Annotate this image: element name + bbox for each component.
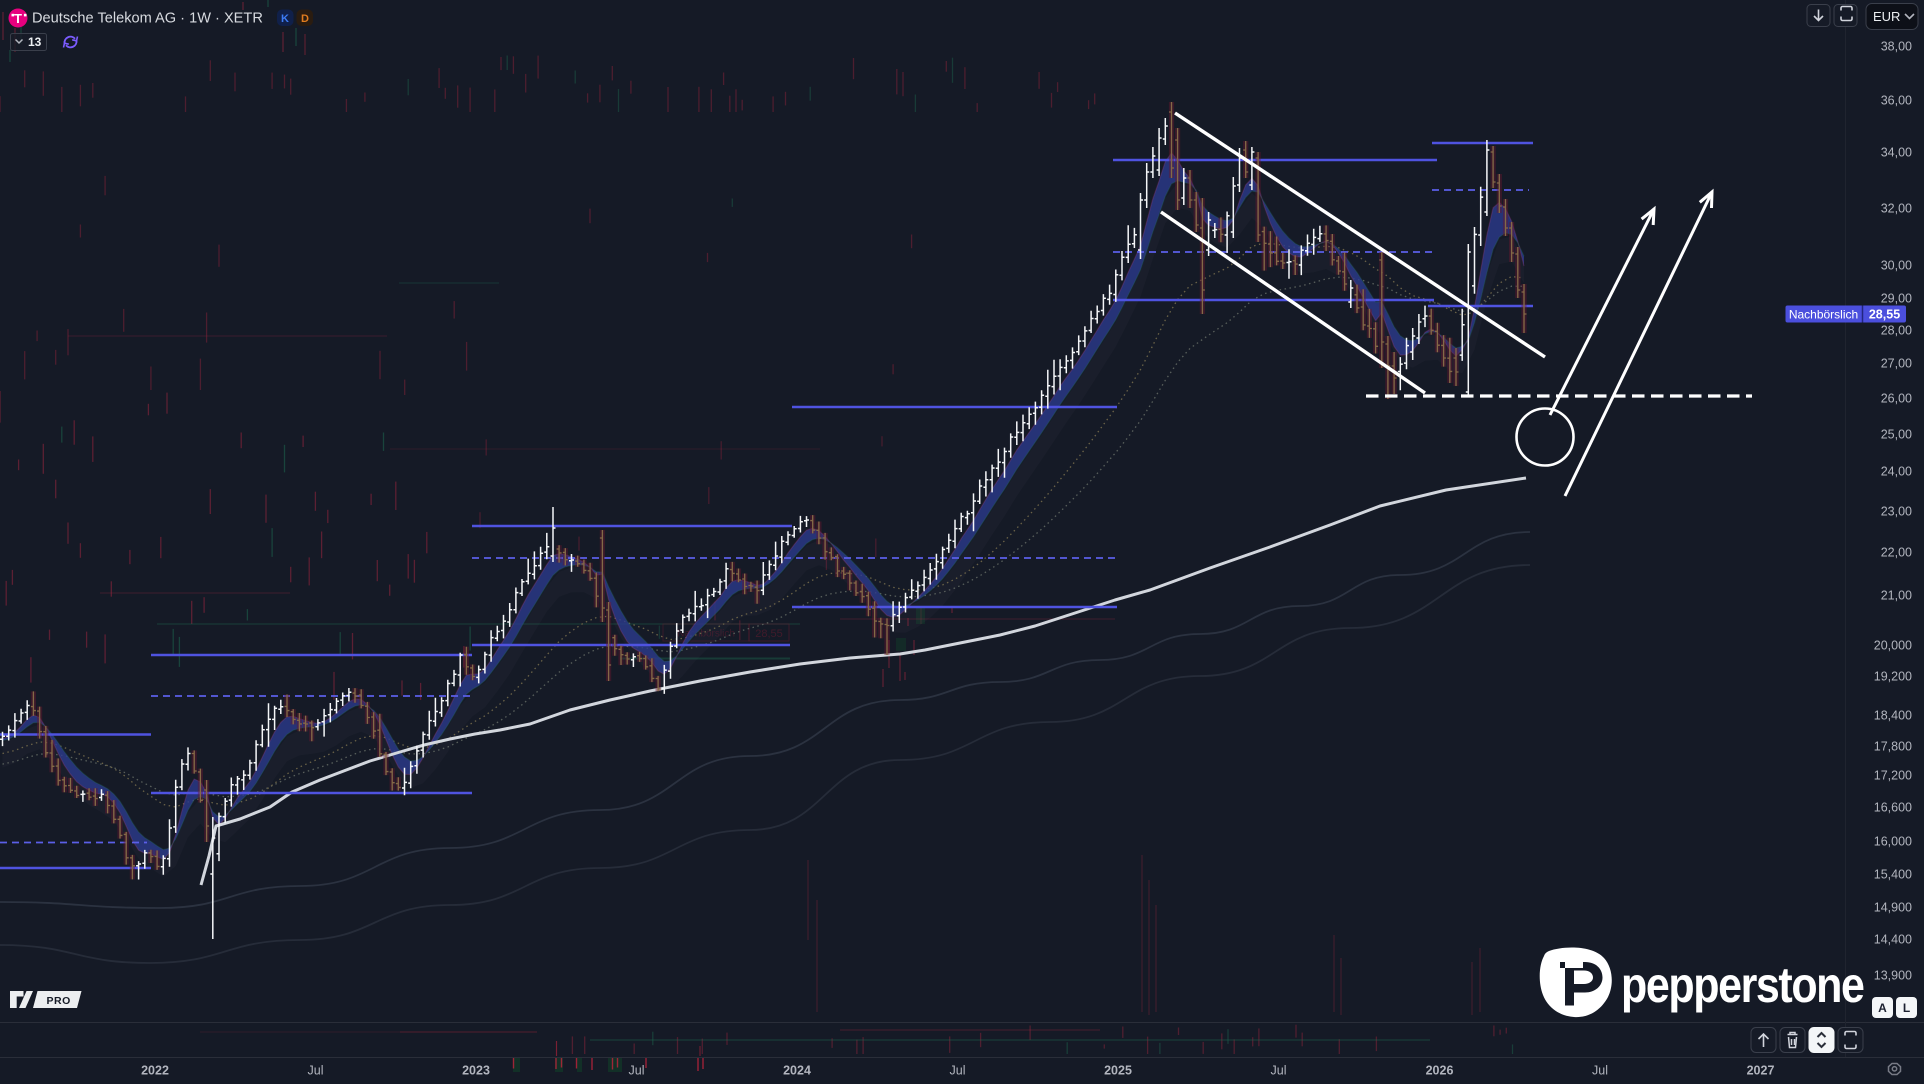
svg-text:Jul: Jul [1271, 1064, 1287, 1078]
svg-text:15,400: 15,400 [1874, 868, 1912, 882]
svg-text:22,00: 22,00 [1881, 546, 1912, 560]
svg-text:34,00: 34,00 [1881, 146, 1912, 160]
svg-text:14,900: 14,900 [1874, 901, 1912, 915]
svg-text:38,00: 38,00 [1881, 40, 1912, 54]
svg-text:14,400: 14,400 [1874, 933, 1912, 947]
svg-text:PRO: PRO [47, 995, 71, 1007]
svg-text:Deutsche Telekom AG · 1W · XET: Deutsche Telekom AG · 1W · XETR [32, 11, 263, 27]
svg-text:32,00: 32,00 [1881, 202, 1912, 216]
svg-text:13: 13 [28, 35, 42, 49]
svg-text:pepperstone: pepperstone [1621, 957, 1864, 1013]
svg-text:2022: 2022 [141, 1064, 169, 1078]
svg-text:2025: 2025 [1104, 1064, 1132, 1078]
svg-text:Jul: Jul [950, 1064, 966, 1078]
svg-text:26,00: 26,00 [1881, 392, 1912, 406]
svg-text:2027: 2027 [1747, 1064, 1775, 1078]
svg-text:T: T [14, 11, 22, 26]
svg-text:K: K [281, 13, 289, 25]
svg-text:13,900: 13,900 [1874, 969, 1912, 983]
svg-text:2026: 2026 [1426, 1064, 1454, 1078]
svg-text:20,000: 20,000 [1874, 639, 1912, 653]
svg-text:2024: 2024 [783, 1064, 811, 1078]
svg-text:Jul: Jul [1592, 1064, 1608, 1078]
svg-text:Nachbörslich: Nachbörslich [1789, 307, 1858, 321]
svg-text:28,55: 28,55 [755, 628, 783, 640]
svg-text:36,00: 36,00 [1881, 94, 1912, 108]
svg-text:29,00: 29,00 [1881, 292, 1912, 306]
svg-text:17,200: 17,200 [1874, 769, 1912, 783]
svg-text:25,00: 25,00 [1881, 428, 1912, 442]
svg-text:21,00: 21,00 [1881, 589, 1912, 603]
svg-text:28,00: 28,00 [1881, 324, 1912, 338]
svg-text:19,200: 19,200 [1874, 670, 1912, 684]
svg-text:2023: 2023 [462, 1064, 490, 1078]
svg-text:24,00: 24,00 [1881, 465, 1912, 479]
svg-text:D: D [301, 13, 309, 25]
svg-text:Nachbörslich: Nachbörslich [677, 629, 735, 640]
svg-text:L: L [1903, 1001, 1910, 1015]
svg-text:18,400: 18,400 [1874, 709, 1912, 723]
svg-text:23,00: 23,00 [1881, 505, 1912, 519]
svg-text:17,800: 17,800 [1874, 740, 1912, 754]
svg-text:27,00: 27,00 [1881, 357, 1912, 371]
svg-text:16,600: 16,600 [1874, 801, 1912, 815]
svg-text:Jul: Jul [308, 1064, 324, 1078]
svg-text:Jul: Jul [629, 1064, 645, 1078]
svg-text:EUR: EUR [1873, 9, 1900, 24]
svg-text:A: A [1878, 1001, 1887, 1015]
svg-text:28,55: 28,55 [1869, 308, 1900, 322]
svg-text:16,000: 16,000 [1874, 835, 1912, 849]
svg-text:30,00: 30,00 [1881, 259, 1912, 273]
